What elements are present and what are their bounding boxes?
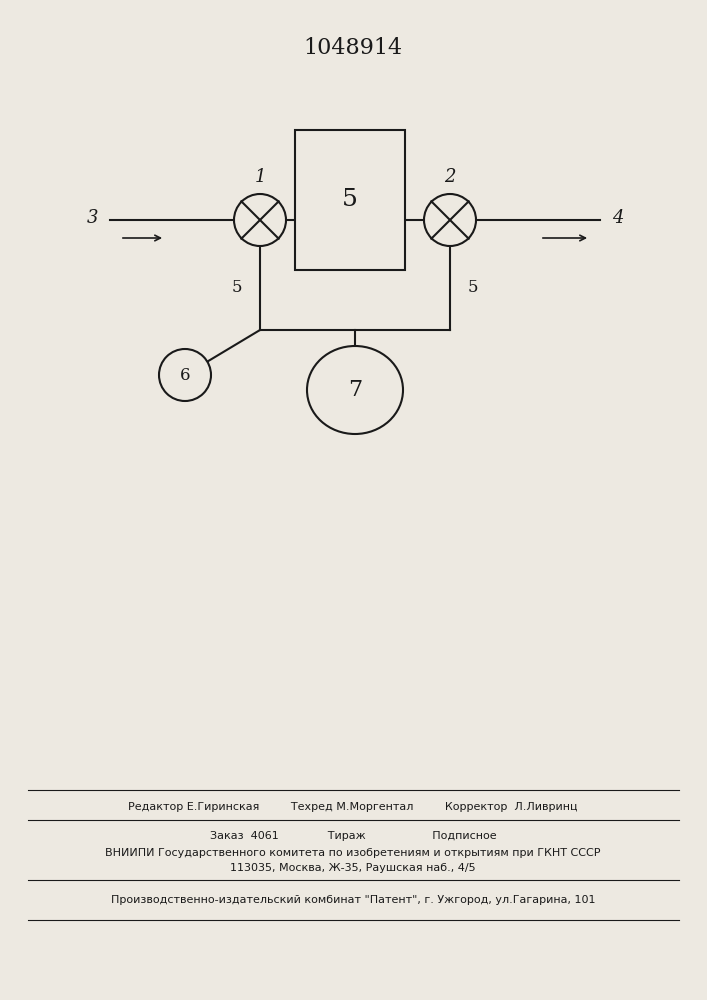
Circle shape: [234, 194, 286, 246]
Text: 6: 6: [180, 366, 190, 383]
Text: ВНИИПИ Государственного комитета по изобретениям и открытиям при ГКНТ СССР: ВНИИПИ Государственного комитета по изоб…: [105, 848, 601, 858]
Text: 5: 5: [468, 279, 479, 296]
Text: Заказ  4061              Тираж                   Подписное: Заказ 4061 Тираж Подписное: [210, 831, 496, 841]
Text: 3: 3: [86, 209, 98, 227]
Text: 113035, Москва, Ж-35, Раушская наб., 4/5: 113035, Москва, Ж-35, Раушская наб., 4/5: [230, 863, 476, 873]
Text: 4: 4: [612, 209, 624, 227]
Bar: [295, 130, 405, 270]
Text: 7: 7: [348, 379, 362, 401]
Text: 5: 5: [231, 279, 242, 296]
Circle shape: [424, 194, 476, 246]
Circle shape: [159, 349, 211, 401]
Text: 1048914: 1048914: [303, 37, 402, 59]
Text: 2: 2: [444, 168, 456, 186]
Text: Производственно-издательский комбинат "Патент", г. Ужгород, ул.Гагарина, 101: Производственно-издательский комбинат "П…: [111, 895, 595, 905]
Text: 5: 5: [342, 188, 358, 212]
Text: 1: 1: [255, 168, 266, 186]
Ellipse shape: [307, 346, 403, 434]
Text: Редактор Е.Гиринская         Техред М.Моргентал         Корректор  Л.Ливринц: Редактор Е.Гиринская Техред М.Моргентал …: [128, 802, 578, 812]
